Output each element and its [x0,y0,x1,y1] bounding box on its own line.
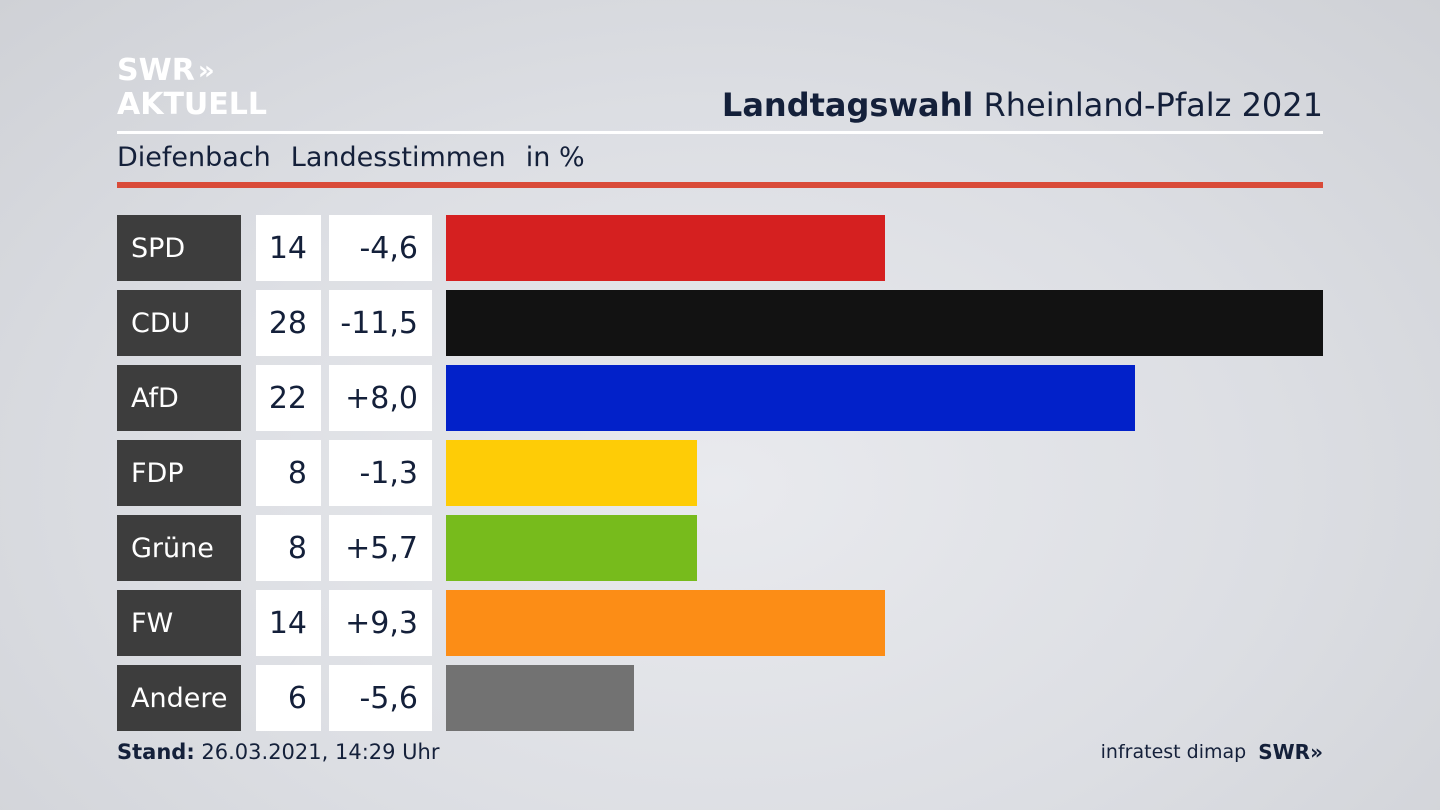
logo-swr-text: SWR [117,53,195,88]
change-label: -1,3 [329,440,432,506]
subtitle-vote-type: Landesstimmen [290,142,506,173]
change-label: +9,3 [329,590,432,656]
bar [446,590,885,656]
source-credit: infratest dimap SWR» [1101,740,1323,764]
vote-share-label: 22 [256,365,321,431]
bar [446,440,697,506]
vote-share-label: 8 [256,440,321,506]
bar [446,215,885,281]
swr-aktuell-logo: SWR» AKTUELL [117,54,267,120]
change-label: +5,7 [329,515,432,581]
bar [446,290,1323,356]
vote-share-label: 14 [256,590,321,656]
title-bold: Landtagswahl [721,86,974,124]
stand-label: Stand: [117,740,195,764]
change-label: -4,6 [329,215,432,281]
party-label: Andere [117,665,241,731]
party-label: Grüne [117,515,241,581]
source-label: infratest dimap [1100,741,1247,763]
vote-share-label: 14 [256,215,321,281]
bar [446,665,634,731]
page-title: Landtagswahl Rheinland-Pfalz 2021 [722,86,1323,124]
stand-value: 26.03.2021, 14:29 Uhr [194,740,440,764]
party-label: FW [117,590,241,656]
timestamp: Stand: 26.03.2021, 14:29 Uhr [117,740,440,764]
accent-divider [117,182,1323,188]
party-label: CDU [117,290,241,356]
bar [446,515,697,581]
title-divider [117,131,1323,134]
logo-aktuell-text: AKTUELL [117,87,268,122]
swr-footer-logo: SWR» [1258,740,1323,764]
party-label: SPD [117,215,241,281]
vote-share-label: 6 [256,665,321,731]
chart-subtitle: Diefenbach Landesstimmen in % [117,142,605,173]
party-label: FDP [117,440,241,506]
subtitle-place: Diefenbach [117,142,271,173]
bar [446,365,1135,431]
vote-share-label: 8 [256,515,321,581]
vote-share-label: 28 [256,290,321,356]
change-label: +8,0 [329,365,432,431]
subtitle-unit: in % [525,142,585,173]
party-label: AfD [117,365,241,431]
change-label: -5,6 [329,665,432,731]
title-rest: Rheinland-Pfalz 2021 [973,86,1323,124]
change-label: -11,5 [329,290,432,356]
